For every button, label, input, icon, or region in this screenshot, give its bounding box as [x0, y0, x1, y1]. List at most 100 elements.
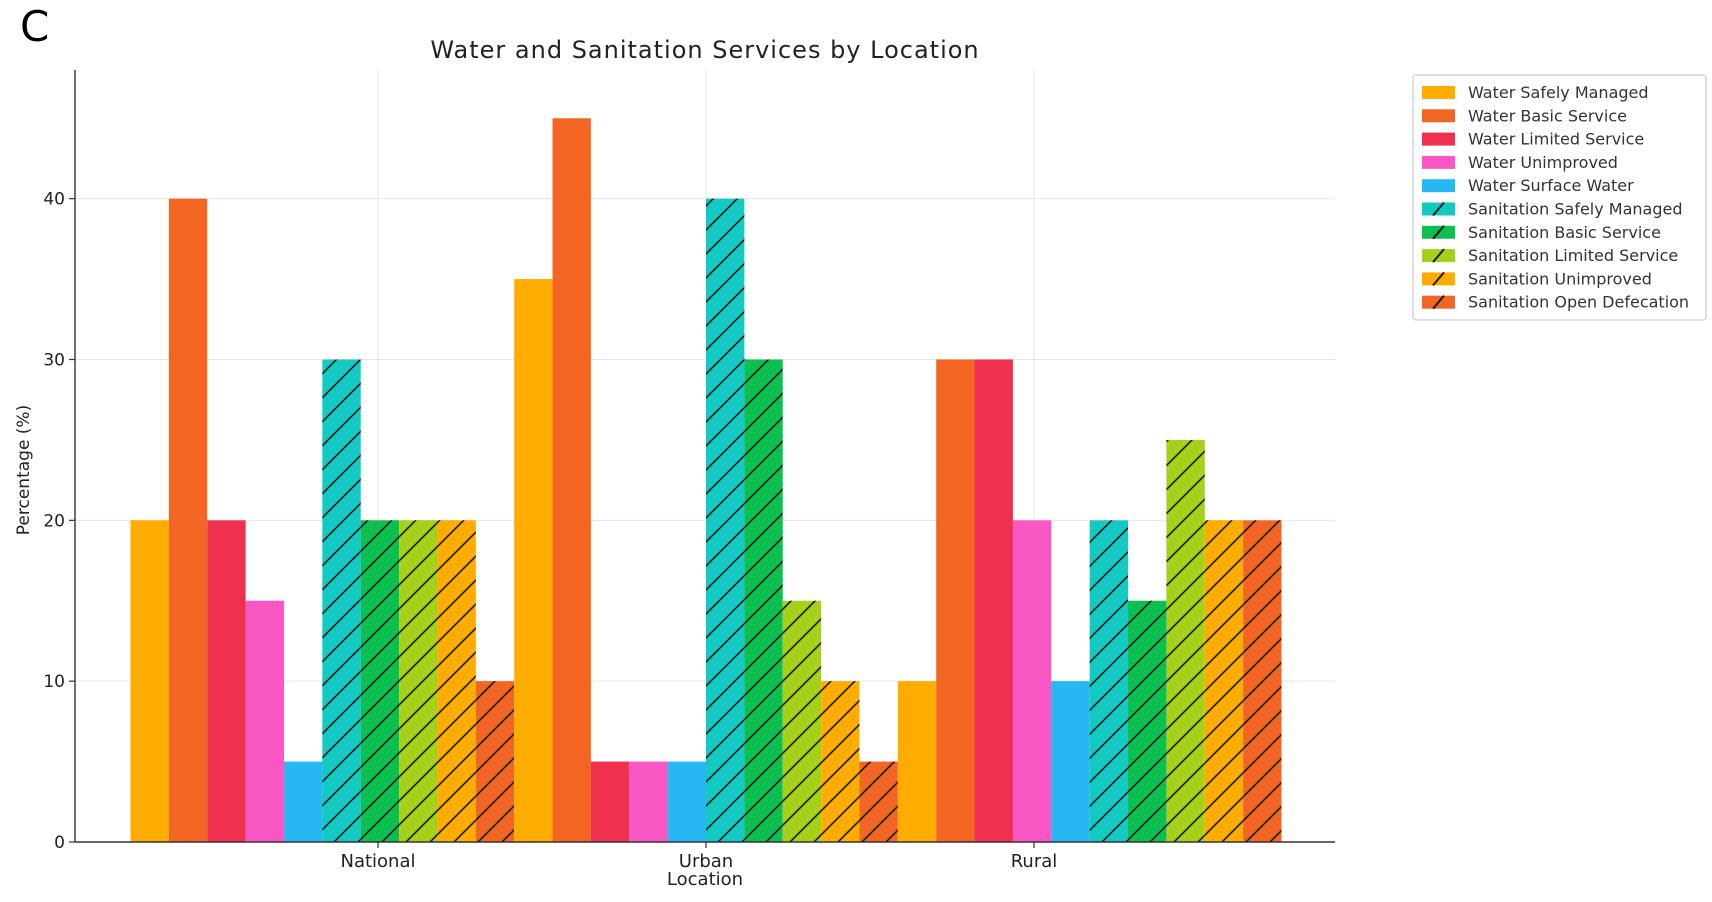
bar-fill [1051, 681, 1090, 842]
bar-fill [552, 118, 591, 842]
bar-urban-sanitation-open-defecation [859, 761, 898, 842]
bar-fill [1012, 520, 1052, 842]
bar-hatch [399, 520, 438, 842]
bar-rural-sanitation-unimproved [1204, 520, 1244, 842]
bar-fill [629, 761, 668, 842]
bar-national-sanitation-open-defecation [475, 681, 515, 842]
bar-hatch [782, 600, 822, 842]
legend-hatch [1432, 295, 1445, 310]
legend-swatch [1422, 86, 1455, 99]
bar-national-sanitation-basic-service [360, 520, 400, 842]
x-axis-label: Location [667, 869, 743, 890]
bar-national-water-limited-service [207, 520, 246, 842]
bar-urban-sanitation-unimproved [821, 681, 860, 842]
legend-label: Water Safely Managed [1468, 83, 1649, 102]
bar-rural-sanitation-limited-service [1166, 439, 1205, 842]
bar-hatch [475, 681, 515, 842]
bar-hatch [1166, 439, 1205, 842]
y-tick-label: 10 [43, 672, 65, 692]
chart-title: Water and Sanitation Services by Locatio… [430, 36, 979, 64]
y-tick-label: 20 [43, 511, 65, 531]
bar-national-sanitation-safely-managed [322, 359, 361, 842]
bar-hatch [322, 359, 361, 842]
legend-hatch [1432, 248, 1445, 263]
legend-label: Sanitation Limited Service [1468, 246, 1678, 265]
bar-rural-sanitation-basic-service [1128, 600, 1167, 842]
legend-label: Water Surface Water [1468, 176, 1634, 195]
bar-fill [974, 359, 1013, 842]
bars [130, 118, 1282, 842]
bar-urban-water-basic-service [552, 118, 591, 842]
bar-fill [283, 761, 323, 842]
bar-hatch [1089, 520, 1129, 842]
legend-label: Water Basic Service [1468, 106, 1627, 125]
legend-item-water-basic-service: Water Basic Service [1422, 106, 1627, 125]
legend-label: Sanitation Basic Service [1468, 223, 1661, 242]
legend-label: Water Unimproved [1468, 153, 1618, 172]
legend-label: Sanitation Unimproved [1468, 269, 1652, 288]
bar-rural-sanitation-safely-managed [1089, 520, 1129, 842]
bar-national-water-surface-water [283, 761, 323, 842]
bar-rural-water-unimproved [1012, 520, 1052, 842]
legend: Water Safely Managed Water Basic Service W… [1412, 74, 1707, 321]
legend-hatch [1432, 225, 1445, 240]
bar-fill [245, 600, 284, 842]
legend-swatch [1422, 179, 1455, 193]
legend-item-sanitation-basic-service: Sanitation Basic Service [1422, 223, 1661, 242]
bar-national-sanitation-limited-service [399, 520, 438, 842]
legend-label: Sanitation Safely Managed [1468, 200, 1683, 219]
bar-fill [667, 761, 706, 842]
bar-fill [590, 761, 630, 842]
legend-swatch [1422, 155, 1455, 169]
legend-swatch [1422, 132, 1455, 146]
bar-fill [936, 359, 975, 842]
bar-urban-sanitation-limited-service [782, 600, 822, 842]
bar-rural-sanitation-open-defecation [1243, 520, 1282, 842]
x-tick-label-national: National [340, 851, 415, 872]
bar-hatch [360, 520, 400, 842]
legend-item-water-safely-managed: Water Safely Managed [1422, 83, 1649, 102]
bar-urban-water-unimproved [629, 761, 668, 842]
bar-fill [514, 279, 553, 842]
bar-hatch [1128, 600, 1167, 842]
bar-rural-water-limited-service [974, 359, 1013, 842]
bar-fill [897, 681, 937, 842]
legend-frame [1412, 74, 1707, 321]
bar-urban-sanitation-basic-service [744, 359, 783, 842]
legend-label: Sanitation Open Defecation [1468, 293, 1689, 312]
bar-national-water-unimproved [245, 600, 284, 842]
bar-rural-water-safely-managed [897, 681, 937, 842]
bar-national-water-basic-service [168, 198, 208, 842]
legend-hatch [1432, 201, 1445, 217]
panel-letter: C [20, 2, 50, 51]
y-tick-label: 40 [43, 190, 65, 210]
x-tick-label-rural: Rural [1011, 851, 1058, 872]
y-tick-label: 0 [54, 833, 65, 853]
bar-urban-water-limited-service [590, 761, 630, 842]
legend-swatch [1422, 109, 1455, 123]
y-axis-label: Percentage (%) [14, 405, 34, 535]
bar-hatch [1204, 520, 1244, 842]
legend-item-water-surface-water: Water Surface Water [1422, 176, 1634, 195]
legend-item-water-unimproved: Water Unimproved [1422, 153, 1618, 172]
axes: 0 10 20 30 40 National Urban Rural [43, 70, 1335, 872]
bar-hatch [1243, 520, 1282, 842]
bar-hatch [437, 520, 476, 842]
legend-label: Water Limited Service [1468, 130, 1644, 149]
bar-fill [168, 198, 208, 842]
bar-urban-water-safely-managed [514, 279, 553, 842]
bar-rural-water-surface-water [1051, 681, 1090, 842]
bar-hatch [744, 359, 783, 842]
legend-hatch [1432, 271, 1445, 287]
legend-item-sanitation-unimproved: Sanitation Unimproved [1422, 269, 1652, 288]
bar-national-sanitation-unimproved [437, 520, 476, 842]
bar-national-water-safely-managed [130, 520, 169, 842]
legend-item-sanitation-safely-managed: Sanitation Safely Managed [1422, 200, 1683, 219]
bar-fill [130, 520, 169, 842]
legend-item-water-limited-service: Water Limited Service [1422, 130, 1644, 149]
x-tick-label-urban: Urban [679, 851, 733, 872]
bar-hatch [706, 198, 745, 842]
bar-urban-sanitation-safely-managed [706, 198, 745, 842]
bar-hatch [821, 681, 860, 842]
